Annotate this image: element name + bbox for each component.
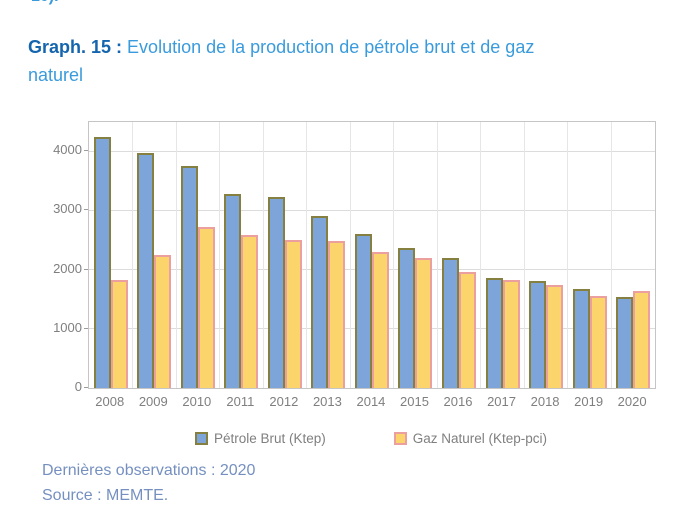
legend-item-gaz-naturel: Gaz Naturel (Ktep-pci) — [393, 431, 548, 446]
bar-group-2015 — [394, 122, 438, 388]
x-tick-label-2014: 2014 — [356, 394, 386, 409]
gridline-vertical — [567, 122, 569, 388]
gridline-vertical — [523, 122, 525, 388]
y-tick-label: 0 — [74, 379, 82, 394]
gridline-horizontal — [89, 150, 655, 152]
bar-gaz-2014 — [371, 251, 389, 388]
gridline-vertical — [349, 122, 351, 388]
bar-group-2010 — [176, 122, 220, 388]
gridline-vertical — [219, 122, 221, 388]
legend-item-petrole-brut: Pétrole Brut (Ktep) — [194, 431, 326, 446]
bar-petrole-2017 — [485, 278, 503, 388]
bar-groups — [89, 122, 655, 388]
bar-petrole-2020 — [616, 297, 634, 388]
source-note: Source : MEMTE. — [42, 487, 169, 504]
clipped-text-fragment: 10). — [31, 0, 59, 6]
y-tick-mark — [84, 150, 88, 152]
y-tick-label: 2000 — [53, 260, 82, 276]
bar-petrole-2009 — [137, 153, 155, 388]
bar-petrole-2011 — [224, 193, 242, 388]
bar-petrole-2018 — [529, 280, 547, 388]
bar-group-2016 — [437, 122, 481, 388]
bar-gaz-2018 — [546, 284, 564, 388]
y-tick-mark — [84, 327, 88, 329]
bar-gaz-2016 — [459, 271, 477, 388]
bar-gaz-2015 — [415, 257, 433, 388]
bar-petrole-2015 — [398, 248, 416, 388]
y-tick-mark — [84, 209, 88, 211]
bar-group-2011 — [220, 122, 264, 388]
bar-group-2013 — [307, 122, 351, 388]
figure-caption: Graph. 15 : Evolution de la production d… — [28, 33, 540, 89]
bar-group-2012 — [263, 122, 307, 388]
x-tick-label-2015: 2015 — [400, 394, 429, 409]
gridline-vertical — [480, 122, 482, 388]
y-tick-mark — [84, 268, 88, 270]
gridline-vertical — [306, 122, 308, 388]
figure-caption-text: Evolution de la production de pétrole br… — [28, 37, 535, 85]
bar-group-2014 — [350, 122, 394, 388]
y-tick-mark — [84, 387, 88, 388]
gridline-vertical — [610, 122, 612, 388]
bar-petrole-2019 — [572, 289, 590, 388]
bar-petrole-2014 — [354, 233, 372, 388]
bar-chart: 0 1000 2000 3000 4000 2008 2009 2010 2011 2012 20… — [30, 121, 656, 446]
bar-gaz-2008 — [110, 280, 128, 388]
y-tick-label: 1000 — [53, 319, 82, 335]
x-axis: 2008 2009 2010 2011 2012 2013 2014 2015 2016 2017… — [88, 394, 654, 409]
x-tick-label-2009: 2009 — [138, 394, 168, 409]
bar-gaz-2010 — [197, 226, 215, 388]
gridline-vertical — [175, 122, 177, 388]
y-tick-label: 3000 — [53, 201, 82, 217]
bar-gaz-2012 — [284, 239, 302, 388]
gridline-vertical — [393, 122, 395, 388]
bar-gaz-2017 — [502, 280, 520, 388]
bar-petrole-2016 — [442, 257, 460, 388]
bar-group-2019 — [568, 122, 612, 388]
bar-gaz-2019 — [589, 295, 607, 388]
x-tick-label-2013: 2013 — [312, 394, 342, 409]
bar-group-2020 — [611, 122, 655, 388]
x-tick-label-2012: 2012 — [269, 394, 299, 409]
plot-area — [88, 121, 656, 389]
legend-label: Gaz Naturel (Ktep-pci) — [412, 431, 548, 446]
legend-marker-icon — [393, 432, 407, 445]
x-tick-label-2017: 2017 — [487, 394, 516, 409]
gridline-vertical — [436, 122, 438, 388]
chart-legend: Pétrole Brut (Ktep) Gaz Naturel (Ktep-pci… — [88, 431, 654, 446]
x-tick-label-2019: 2019 — [574, 394, 604, 409]
observations-note: Dernières observations : 2020 — [42, 462, 256, 479]
legend-label: Pétrole Brut (Ktep) — [213, 431, 326, 446]
x-tick-label-2008: 2008 — [95, 394, 125, 409]
bar-group-2018 — [524, 122, 568, 388]
bar-group-2008 — [89, 122, 133, 388]
bar-petrole-2008 — [93, 137, 111, 388]
x-tick-label-2016: 2016 — [443, 394, 473, 409]
bar-gaz-2013 — [328, 240, 346, 388]
bar-gaz-2020 — [633, 291, 651, 388]
x-tick-label-2010: 2010 — [182, 394, 212, 409]
y-tick-label: 4000 — [53, 142, 82, 158]
gridline-vertical — [132, 122, 134, 388]
y-axis: 0 1000 2000 3000 4000 — [30, 121, 82, 394]
bar-gaz-2009 — [154, 254, 172, 388]
gridline-vertical — [262, 122, 264, 388]
bar-gaz-2011 — [241, 234, 259, 388]
x-tick-label-2018: 2018 — [530, 394, 560, 409]
legend-marker-icon — [194, 432, 208, 445]
x-tick-label-2011: 2011 — [226, 394, 255, 409]
bar-group-2017 — [481, 122, 525, 388]
bar-group-2009 — [133, 122, 177, 388]
bar-petrole-2012 — [267, 196, 285, 388]
bar-petrole-2010 — [180, 165, 198, 388]
bar-petrole-2013 — [311, 216, 329, 388]
x-tick-label-2020: 2020 — [617, 394, 647, 409]
figure-caption-label: Graph. 15 : — [28, 37, 123, 57]
gridline-horizontal — [89, 209, 655, 211]
